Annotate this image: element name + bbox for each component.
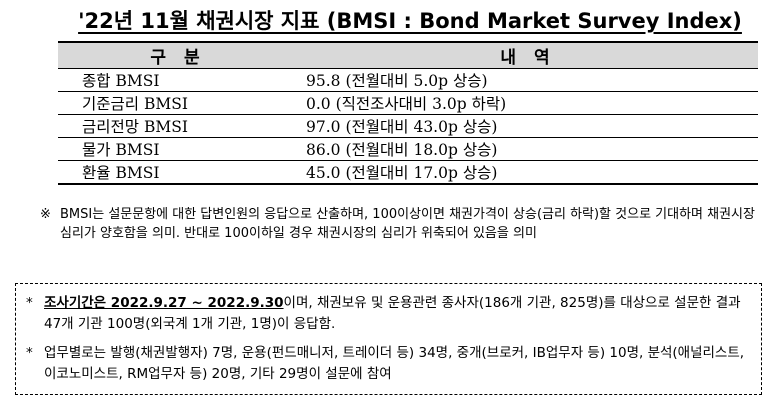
bullet: * [26,345,33,361]
row-detail: 0.0 (직전조사대비 3.0p 하락) [298,91,758,115]
row-name: 금리전망 BMSI [58,114,298,138]
row-detail: 97.0 (전월대비 43.0p 상승) [298,114,758,138]
table-header-row: 구 분 내 역 [58,42,758,69]
footnote-text: BMSI는 설문문항에 대한 답변인원의 응답으로 산출하며, 100이상이면 … [60,207,755,241]
row-detail: 86.0 (전월대비 18.0p 상승) [298,137,758,161]
survey-info-box [15,283,762,395]
table-row: 종합 BMSI 95.8 (전월대비 5.0p 상승) [58,68,758,92]
survey-breakdown: 업무별로는 발행(채권발행자) 7명, 운용(펀드매니저, 트레이더 등) 34… [44,345,745,382]
survey-period-item: * 조사기간은 2022.9.27 ~ 2022.9.30이며, 채권보유 및 … [26,293,746,335]
footnote: ※ BMSI는 설문문항에 대한 답변인원의 응답으로 산출하며, 100이상이… [40,205,760,243]
survey-period: 조사기간은 2022.9.27 ~ 2022.9.30 [44,295,284,311]
page-title: '22년 11월 채권시장 지표 (BMSI : Bond Market Sur… [78,9,742,33]
row-name: 종합 BMSI [58,68,298,92]
row-name: 환율 BMSI [58,160,298,185]
bullet: * [26,295,33,311]
table-row: 환율 BMSI 45.0 (전월대비 17.0p 상승) [58,160,758,185]
survey-period-detail: 이며, 채권보유 및 운용관련 종사자(186개 기관, 825명)를 대상으로… [44,295,741,332]
table-row: 기준금리 BMSI 0.0 (직전조사대비 3.0p 하락) [58,91,758,115]
row-name: 물가 BMSI [58,137,298,161]
survey-breakdown-item: * 업무별로는 발행(채권발행자) 7명, 운용(펀드매니저, 트레이더 등) … [26,343,746,385]
bmsi-table: 구 분 내 역 종합 BMSI 95.8 (전월대비 5.0p 상승) 기준금리… [58,41,758,185]
row-name: 기준금리 BMSI [58,91,298,115]
reference-mark: ※ [40,207,51,222]
header-detail: 내 역 [298,42,758,69]
table-row: 금리전망 BMSI 97.0 (전월대비 43.0p 상승) [58,114,758,138]
row-detail: 45.0 (전월대비 17.0p 상승) [298,160,758,185]
row-detail: 95.8 (전월대비 5.0p 상승) [298,68,758,92]
header-category: 구 분 [58,42,298,69]
table-row: 물가 BMSI 86.0 (전월대비 18.0p 상승) [58,137,758,161]
